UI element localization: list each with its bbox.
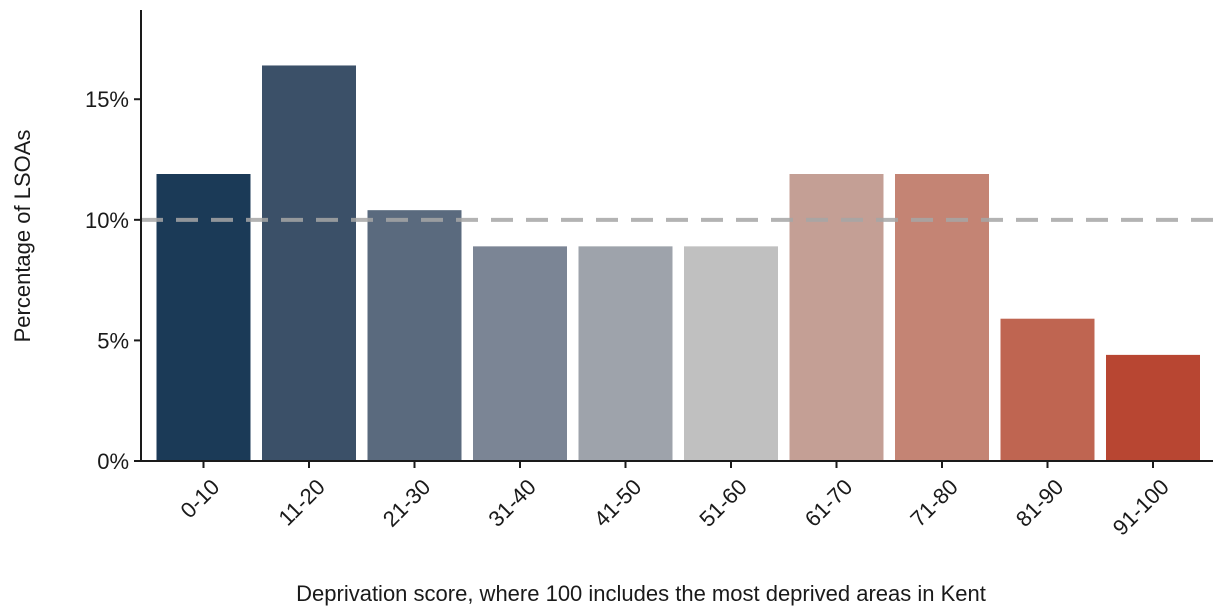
x-tick-label: 21-30: [378, 474, 435, 531]
bar-51-60: [684, 246, 778, 461]
bar-71-80: [895, 174, 989, 461]
bar-81-90: [1000, 318, 1095, 461]
bars-group: [156, 65, 1200, 462]
y-tick-label: 5%: [97, 328, 129, 353]
bar-41-50: [578, 246, 673, 461]
x-tick-label: 31-40: [483, 474, 540, 531]
y-tick-label: 15%: [85, 87, 129, 112]
x-tick-label: 91-100: [1108, 474, 1174, 540]
x-tick-label: 61-70: [800, 474, 857, 531]
bar-31-40: [473, 246, 567, 461]
bar-0-10: [156, 174, 251, 461]
x-axis-title: Deprivation score, where 100 includes th…: [296, 581, 986, 606]
x-tick-label: 71-80: [905, 474, 962, 531]
x-tick-label: 11-20: [274, 474, 330, 530]
y-axis-title: Percentage of LSOAs: [10, 130, 35, 343]
x-tick-label: 51-60: [694, 474, 751, 531]
bar-21-30: [367, 210, 462, 461]
bar-91-100: [1106, 354, 1200, 461]
y-tick-label: 0%: [97, 449, 129, 474]
y-tick-label: 10%: [85, 208, 129, 233]
x-tick-label: 0-10: [176, 474, 225, 523]
x-ticks-group: 0-10 11-20 21-30 31-40 41-50 51-60 61-70 71-80 8…: [176, 461, 1174, 540]
bar-61-70: [789, 174, 884, 461]
x-tick-label: 81-90: [1011, 474, 1068, 531]
y-ticks-group: 0% 5% 10% 15%: [85, 87, 141, 474]
bar-11-20: [262, 65, 356, 462]
x-tick-label: 41-50: [589, 474, 646, 531]
